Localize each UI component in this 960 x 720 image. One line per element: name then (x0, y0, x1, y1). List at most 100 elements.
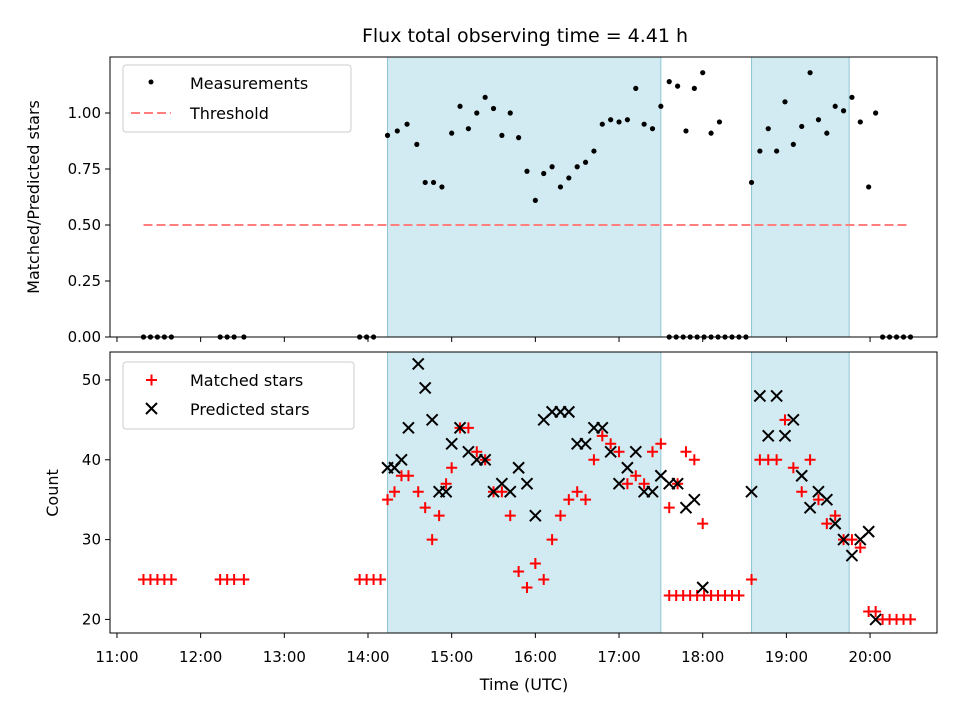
x-tick-label: 15:00 (430, 648, 473, 666)
matched-stars-point (821, 518, 833, 530)
matched-stars-point (388, 486, 400, 498)
matched-stars-point (680, 446, 692, 458)
matched-stars-point (613, 446, 625, 458)
measurements-point (624, 117, 630, 123)
matched-stars-point (538, 574, 550, 586)
predicted-stars-point (425, 413, 439, 427)
measurements-point (774, 148, 780, 154)
measurements-point (394, 128, 400, 134)
observing-interval-1 (387, 56, 662, 338)
predicted-stars-point (562, 405, 576, 419)
predicted-stars-point (688, 493, 701, 506)
predicted-stars-point (439, 485, 453, 498)
y-tick-label: 0.50 (68, 216, 101, 234)
top-panel-frame (109, 56, 938, 338)
matched-stars-point (496, 486, 508, 498)
legend-measurements-label: Measurements (190, 74, 308, 93)
matched-stars-point (846, 534, 858, 546)
matched-stars-point (563, 494, 575, 506)
measurements-point (608, 117, 614, 123)
measurements-point (799, 123, 805, 130)
matched-stars-point (796, 486, 808, 498)
matched-stars-point (655, 438, 667, 450)
matched-stars-point (426, 534, 438, 546)
bottom-panel: 20 30 40 50 Count Matched stars Predicted s… (43, 351, 938, 638)
measurements-point (422, 179, 428, 186)
matched-stars-point (471, 446, 483, 458)
measurements-point (708, 130, 714, 136)
measurements-point (524, 168, 530, 174)
predicted-stars-point (418, 381, 432, 395)
predicted-stars-point (395, 453, 408, 466)
predicted-stars-point (629, 445, 642, 458)
measurements-point (430, 179, 437, 186)
legend-predicted-label: Predicted stars (190, 400, 310, 419)
measurements-point (873, 110, 879, 116)
matched-stars-point (228, 574, 240, 586)
matched-stars-point (412, 486, 424, 498)
predicted-stars-point (770, 389, 783, 403)
predicted-stars-point (820, 493, 834, 506)
measurements-point (574, 164, 580, 170)
measurements-point (641, 121, 647, 127)
legend-predicted-marker (145, 402, 158, 415)
predicted-stars-point (529, 509, 542, 522)
matched-stars-point (605, 438, 617, 450)
predicted-stars-point (828, 517, 842, 530)
matched-stars-point (402, 470, 414, 482)
matched-stars-point (433, 510, 445, 522)
measurements-point (599, 121, 605, 127)
predicted-stars-point (402, 421, 415, 435)
predicted-stars-point (478, 453, 492, 466)
y-tick-label: 1.00 (68, 104, 101, 122)
measurements-point (683, 128, 689, 134)
predicted-stars-point (745, 485, 758, 498)
measurements-point (748, 179, 755, 186)
measurements-point (700, 70, 706, 76)
measurements-point (782, 99, 788, 105)
matched-stars-point (812, 494, 824, 506)
matched-stars-point (663, 502, 675, 514)
predicted-stars-point (621, 461, 634, 474)
predicted-stars-point (795, 469, 808, 482)
predicted-stars-point (696, 581, 709, 594)
matched-stars-point (165, 574, 177, 586)
x-tick-label: 13:00 (263, 648, 306, 666)
measurements-point (549, 164, 555, 170)
matched-stars-point (804, 454, 816, 466)
y-tick-label: 20 (82, 610, 101, 628)
measurements-point (591, 148, 597, 154)
matched-stars-point (905, 613, 917, 625)
matched-stars-point (440, 478, 452, 490)
matched-stars-point (596, 430, 608, 442)
legend-matched-label: Matched stars (190, 371, 303, 390)
predicted-stars-point (612, 477, 626, 490)
measurements-point (815, 117, 822, 123)
measurements-point (499, 132, 505, 138)
legend-matched-marker (146, 374, 157, 386)
predicted-stars-point (778, 429, 792, 443)
matched-stars-point (746, 574, 758, 586)
y-tick-label: 0.75 (68, 160, 101, 178)
measurements-point (532, 197, 538, 203)
measurements-point (482, 94, 488, 100)
measurements-point (716, 119, 723, 125)
predicted-stars-point (837, 533, 850, 546)
predicted-stars-point (869, 613, 882, 626)
measurements-point (566, 175, 572, 181)
top-panel-ylabel: Matched/Predicted stars (24, 100, 43, 294)
predicted-stars-point (453, 421, 467, 435)
predicted-stars-point (753, 389, 767, 403)
measurements-point (633, 85, 639, 91)
measurements-point (414, 141, 420, 147)
predicted-stars-point (845, 549, 859, 562)
bottom-panel-ylabel: Count (43, 469, 62, 517)
bottom-panel-frame (109, 351, 938, 634)
measurements-point (384, 132, 391, 138)
matched-stars-point (521, 581, 533, 593)
legend-box (122, 64, 352, 133)
measurements-point (507, 110, 513, 116)
predicted-stars-point (445, 437, 458, 451)
measurements-point (840, 108, 847, 114)
measurements-point (866, 184, 872, 190)
